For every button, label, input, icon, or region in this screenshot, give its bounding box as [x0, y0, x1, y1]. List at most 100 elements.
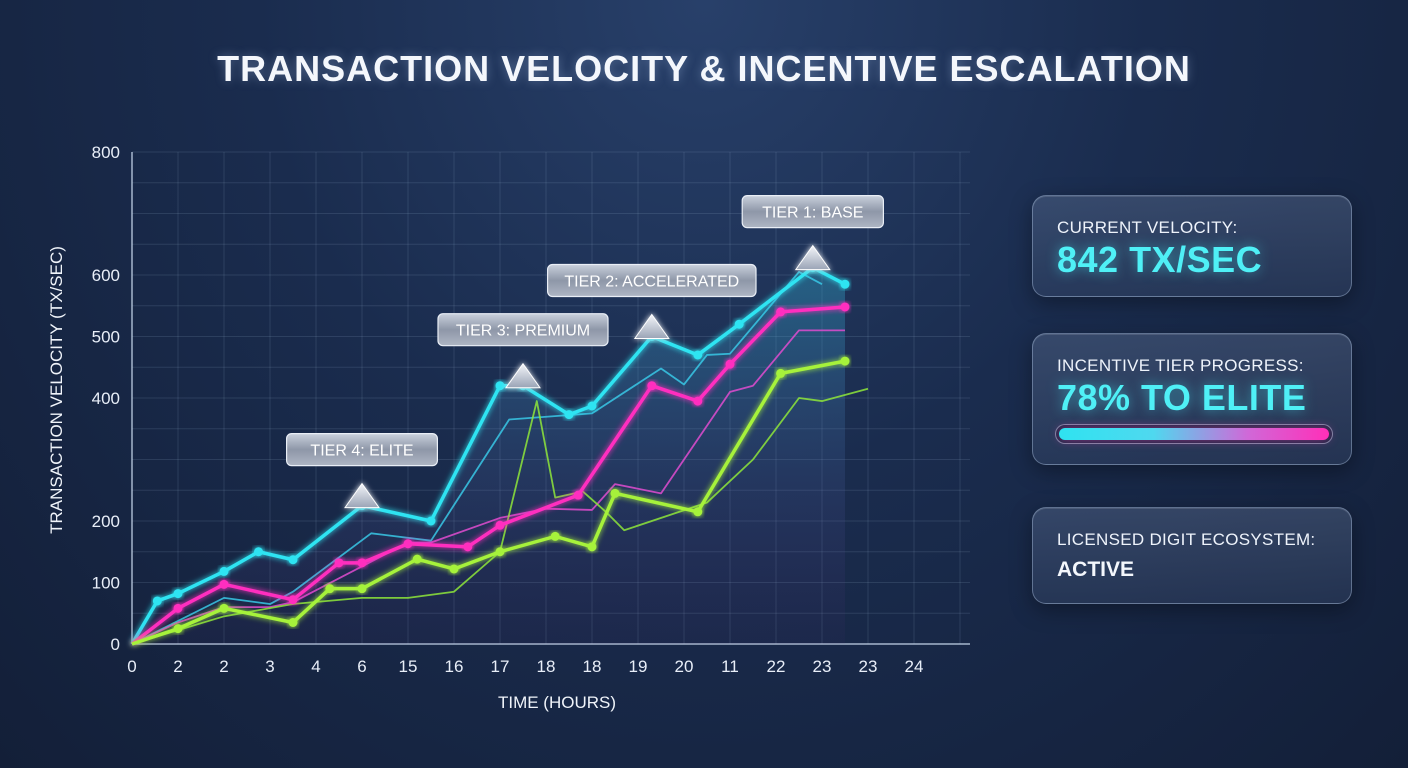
data-point [426, 516, 436, 526]
data-point [734, 319, 744, 329]
x-tick-label: 15 [399, 657, 418, 676]
ecosystem-status-value: ACTIVE [1057, 558, 1135, 581]
tier-label-box [546, 263, 757, 298]
x-tick-label: 6 [357, 657, 366, 676]
incentive-progress-card: INCENTIVE TIER PROGRESS: 78% TO ELITE [1032, 333, 1352, 465]
y-tick-label: 0 [111, 635, 120, 654]
data-point [587, 401, 597, 411]
data-point [288, 617, 298, 627]
x-tick-label: 18 [537, 657, 556, 676]
tier-label-box [741, 195, 885, 229]
x-tick-label: 22 [767, 657, 786, 676]
tier-marker-icon [794, 244, 831, 271]
data-point [776, 368, 786, 378]
x-tick-label: 4 [311, 657, 320, 676]
data-point [403, 539, 413, 549]
tier-marker-icon [505, 362, 541, 389]
data-point [776, 307, 786, 317]
ecosystem-status-card: LICENSED DIGIT ECOSYSTEM: ACTIVE [1032, 507, 1352, 604]
current-velocity-value: 842 TX/SEC [1057, 239, 1263, 280]
data-point [449, 564, 459, 574]
x-tick-label: 24 [905, 657, 924, 676]
data-point [840, 356, 850, 366]
data-point [219, 566, 229, 576]
data-point [357, 558, 367, 568]
data-point [288, 555, 298, 565]
incentive-progress-bar-fill [1059, 428, 1329, 440]
data-point [463, 542, 473, 552]
tier-label-box [437, 313, 609, 347]
data-point [412, 554, 422, 564]
x-tick-label: 23 [813, 657, 832, 676]
incentive-progress-bar [1055, 424, 1333, 444]
data-point [173, 624, 183, 634]
x-tick-label: 17 [491, 657, 510, 676]
incentive-progress-label: INCENTIVE TIER PROGRESS: [1057, 356, 1304, 375]
data-point [550, 531, 560, 541]
tier-marker-icon [344, 482, 380, 509]
data-point [693, 507, 703, 517]
x-tick-label: 18 [583, 657, 602, 676]
x-tick-label: 20 [675, 657, 694, 676]
tier-label: TIER 3: PREMIUM [437, 313, 609, 347]
data-point [173, 589, 183, 599]
x-tick-label: 19 [629, 657, 648, 676]
x-tick-label: 11 [721, 657, 739, 676]
y-tick-label: 600 [92, 266, 120, 285]
tier-marker-icon [633, 313, 670, 339]
data-point [357, 584, 367, 594]
tier-label-text: TIER 4: ELITE [310, 443, 413, 460]
x-tick-label: 0 [127, 657, 136, 676]
incentive-progress-value: 78% TO ELITE [1057, 377, 1307, 418]
data-point [840, 302, 850, 312]
data-point [334, 558, 344, 568]
series-line [131, 387, 869, 645]
data-point [219, 579, 229, 589]
y-tick-label: 500 [92, 328, 120, 347]
tier-label-box [286, 433, 439, 467]
tier-label-text: TIER 2: ACCELERATED [564, 274, 739, 291]
data-point [587, 542, 597, 552]
data-point [610, 488, 620, 498]
series-line [131, 329, 845, 645]
x-tick-label: 2 [173, 657, 182, 676]
series-area-fill [132, 267, 845, 644]
current-velocity-label: CURRENT VELOCITY: [1057, 218, 1238, 237]
data-point [152, 596, 162, 606]
data-point [573, 490, 583, 500]
x-tick-label: 3 [265, 657, 274, 676]
data-point [693, 396, 703, 406]
tier-label: TIER 4: ELITE [286, 433, 439, 467]
data-point [693, 350, 703, 360]
data-point [495, 381, 505, 391]
data-point [495, 520, 505, 530]
data-point [725, 359, 735, 369]
data-point [495, 547, 505, 557]
tier-label: TIER 2: ACCELERATED [546, 263, 757, 298]
data-point [254, 547, 263, 557]
x-tick-label: 2 [219, 657, 228, 676]
tier-label: TIER 1: BASE [741, 195, 885, 229]
data-point [173, 603, 183, 613]
chart-title: TRANSACTION VELOCITY & INCENTIVE ESCALAT… [217, 48, 1191, 89]
data-point [325, 584, 335, 594]
tier-label-text: TIER 3: PREMIUM [456, 323, 590, 340]
tier-label-text: TIER 1: BASE [762, 205, 863, 222]
y-tick-label: 100 [92, 574, 120, 593]
series-line [131, 271, 823, 645]
y-tick-label: 400 [92, 389, 120, 408]
data-point [647, 381, 657, 391]
data-point [219, 603, 229, 613]
x-tick-label: 16 [445, 657, 464, 676]
x-axis-label: TIME (HOURS) [498, 693, 616, 712]
y-axis-label: TRANSACTION VELOCITY (TX/SEC) [47, 246, 66, 534]
data-point [288, 595, 298, 605]
ecosystem-status-label: LICENSED DIGIT ECOSYSTEM: [1057, 530, 1316, 549]
y-tick-label: 800 [92, 143, 120, 162]
y-tick-label: 200 [92, 512, 120, 531]
data-point [840, 279, 850, 289]
current-velocity-card: CURRENT VELOCITY: 842 TX/SEC [1032, 195, 1352, 297]
data-point [564, 410, 574, 420]
x-tick-label: 23 [859, 657, 878, 676]
